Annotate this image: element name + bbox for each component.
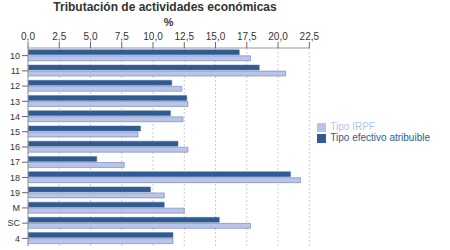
svg-text:2,5: 2,5 (52, 31, 66, 42)
svg-text:5,0: 5,0 (84, 31, 98, 42)
svg-text:14: 14 (10, 112, 20, 122)
svg-text:12,5: 12,5 (175, 31, 195, 42)
svg-text:%: % (164, 16, 174, 28)
svg-text:13: 13 (10, 97, 20, 107)
html-text:Tipo efectivo atribuible: Tipo efectivo atribuible (330, 132, 430, 143)
svg-text:15: 15 (10, 127, 20, 137)
svg-text:12: 12 (10, 81, 20, 91)
svg-text:11: 11 (11, 66, 20, 76)
svg-text:10,0: 10,0 (143, 31, 163, 42)
html-text:Tributación de actividades eco: Tributación de actividades económicas (53, 0, 277, 14)
svg-text:10: 10 (10, 51, 20, 61)
svg-text:17: 17 (10, 157, 20, 167)
svg-text:SC: SC (8, 218, 20, 228)
svg-text:19: 19 (10, 188, 20, 198)
svg-text:15,0: 15,0 (206, 31, 226, 42)
svg-text:7,5: 7,5 (115, 31, 129, 42)
svg-text:17,5: 17,5 (237, 31, 257, 42)
svg-text:4: 4 (15, 234, 20, 244)
svg-text:20,0: 20,0 (268, 31, 288, 42)
svg-text:0,0: 0,0 (21, 31, 35, 42)
svg-text:16: 16 (10, 142, 20, 152)
html-text:Tipo IRPF: Tipo IRPF (330, 121, 375, 132)
svg-text:22,5: 22,5 (300, 31, 320, 42)
svg-text:18: 18 (10, 173, 20, 183)
svg-text:M: M (13, 203, 21, 213)
